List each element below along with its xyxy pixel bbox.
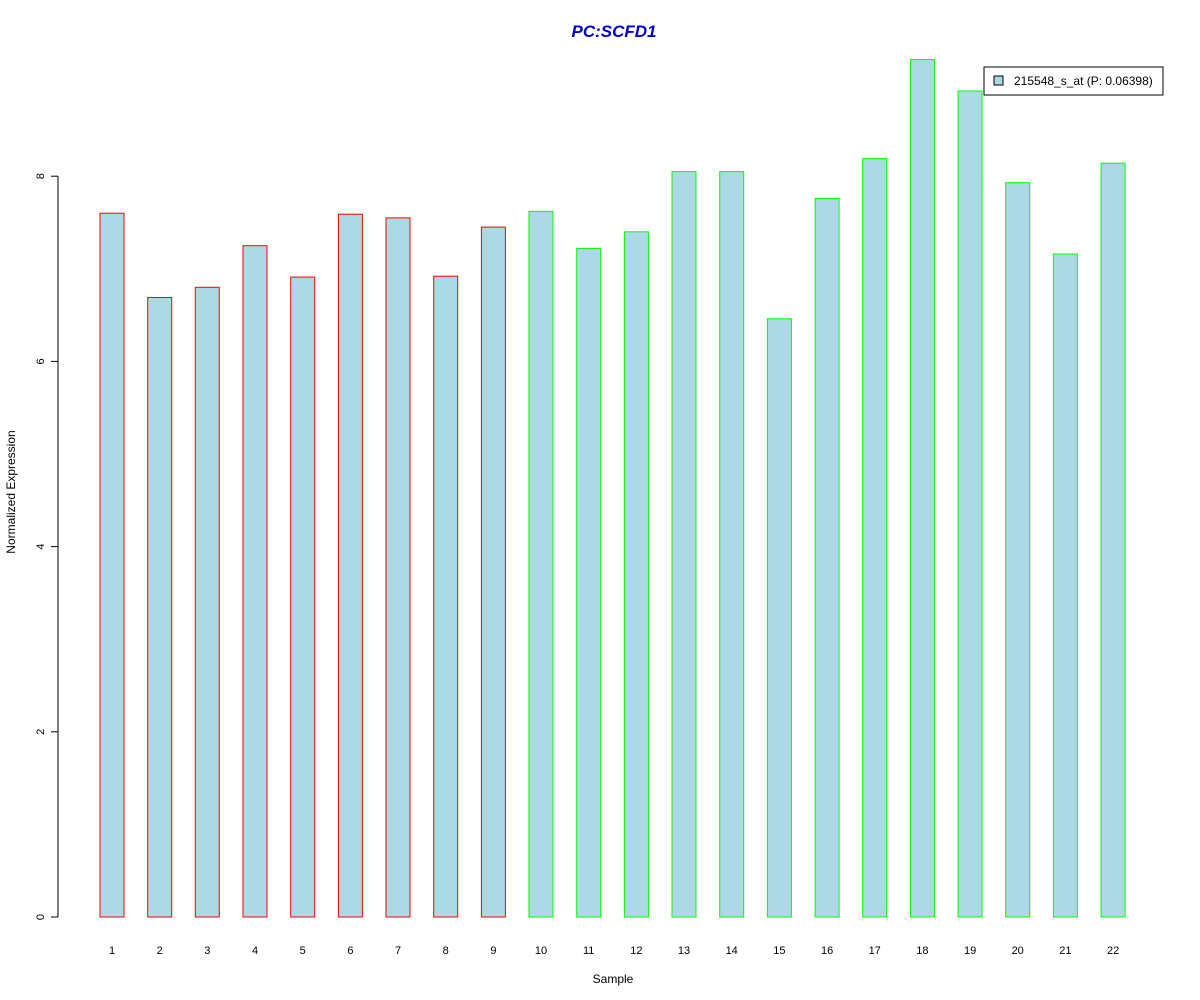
bar-sample-7 (385, 217, 411, 918)
y-tick-label-8: 8 (35, 173, 47, 179)
x-tick-label-21: 21 (1059, 945, 1071, 957)
x-axis-label: Sample (593, 972, 634, 986)
x-tick-label-10: 10 (535, 945, 547, 957)
bar-sample-2 (147, 297, 173, 918)
x-tick-label-18: 18 (916, 945, 928, 957)
x-tick-label-5: 5 (300, 945, 306, 957)
bar-sample-16 (814, 197, 840, 918)
chart-title: PC:SCFD1 (571, 22, 656, 41)
y-tick-label-0: 0 (35, 914, 47, 920)
y-tick-label-6: 6 (35, 358, 47, 364)
bar-sample-13 (671, 171, 697, 918)
bar-sample-15 (766, 318, 792, 918)
x-tick-label-14: 14 (726, 945, 738, 957)
bar-sample-21 (1052, 253, 1078, 918)
bar-sample-14 (719, 171, 745, 918)
legend-swatch (993, 75, 1004, 86)
x-tick-labels: 1 2 3 4 5 6 7 8 9 10 11 12 13 14 15 16 17 18 19 20 21 22 (109, 945, 1119, 957)
bar-sample-5 (290, 276, 316, 918)
bar-sample-6 (337, 213, 363, 918)
x-tick-label-13: 13 (678, 945, 690, 957)
y-axis-label: Normalized Expression (4, 430, 18, 553)
x-tick-label-8: 8 (443, 945, 449, 957)
bar-sample-18 (909, 59, 935, 918)
x-tick-label-7: 7 (395, 945, 401, 957)
x-tick-label-19: 19 (964, 945, 976, 957)
x-tick-label-1: 1 (109, 945, 115, 957)
x-tick-label-4: 4 (252, 945, 258, 957)
x-tick-label-15: 15 (773, 945, 785, 957)
bar-sample-10 (528, 210, 554, 918)
bar-sample-11 (576, 247, 602, 918)
y-tick-label-4: 4 (35, 544, 47, 550)
y-tick-label-2: 2 (35, 729, 47, 735)
bar-sample-19 (957, 90, 983, 918)
bars-group (99, 59, 1126, 918)
x-tick-label-12: 12 (630, 945, 642, 957)
legend-box (983, 66, 1164, 96)
bar-sample-12 (623, 231, 649, 918)
bar-sample-20 (1005, 182, 1031, 918)
x-tick-label-16: 16 (821, 945, 833, 957)
legend-entry: 215548_s_at (P: 0.06398) (1014, 74, 1153, 88)
bar-sample-3 (194, 286, 220, 918)
bar-sample-9 (480, 226, 506, 918)
x-tick-label-3: 3 (204, 945, 210, 957)
y-axis: 0 2 4 6 8 (35, 173, 59, 920)
x-tick-label-6: 6 (347, 945, 353, 957)
legend: 215548_s_at (P: 0.06398) (983, 66, 1164, 96)
x-tick-label-9: 9 (490, 945, 496, 957)
x-tick-label-11: 11 (583, 945, 594, 957)
bar-sample-17 (862, 158, 888, 918)
bar-sample-1 (99, 212, 125, 918)
x-tick-label-22: 22 (1107, 945, 1119, 957)
bar-sample-22 (1100, 162, 1126, 918)
bar-sample-4 (242, 245, 268, 918)
bar-sample-8 (433, 275, 459, 918)
x-tick-label-20: 20 (1012, 945, 1024, 957)
x-tick-label-17: 17 (869, 945, 881, 957)
x-tick-label-2: 2 (157, 945, 163, 957)
